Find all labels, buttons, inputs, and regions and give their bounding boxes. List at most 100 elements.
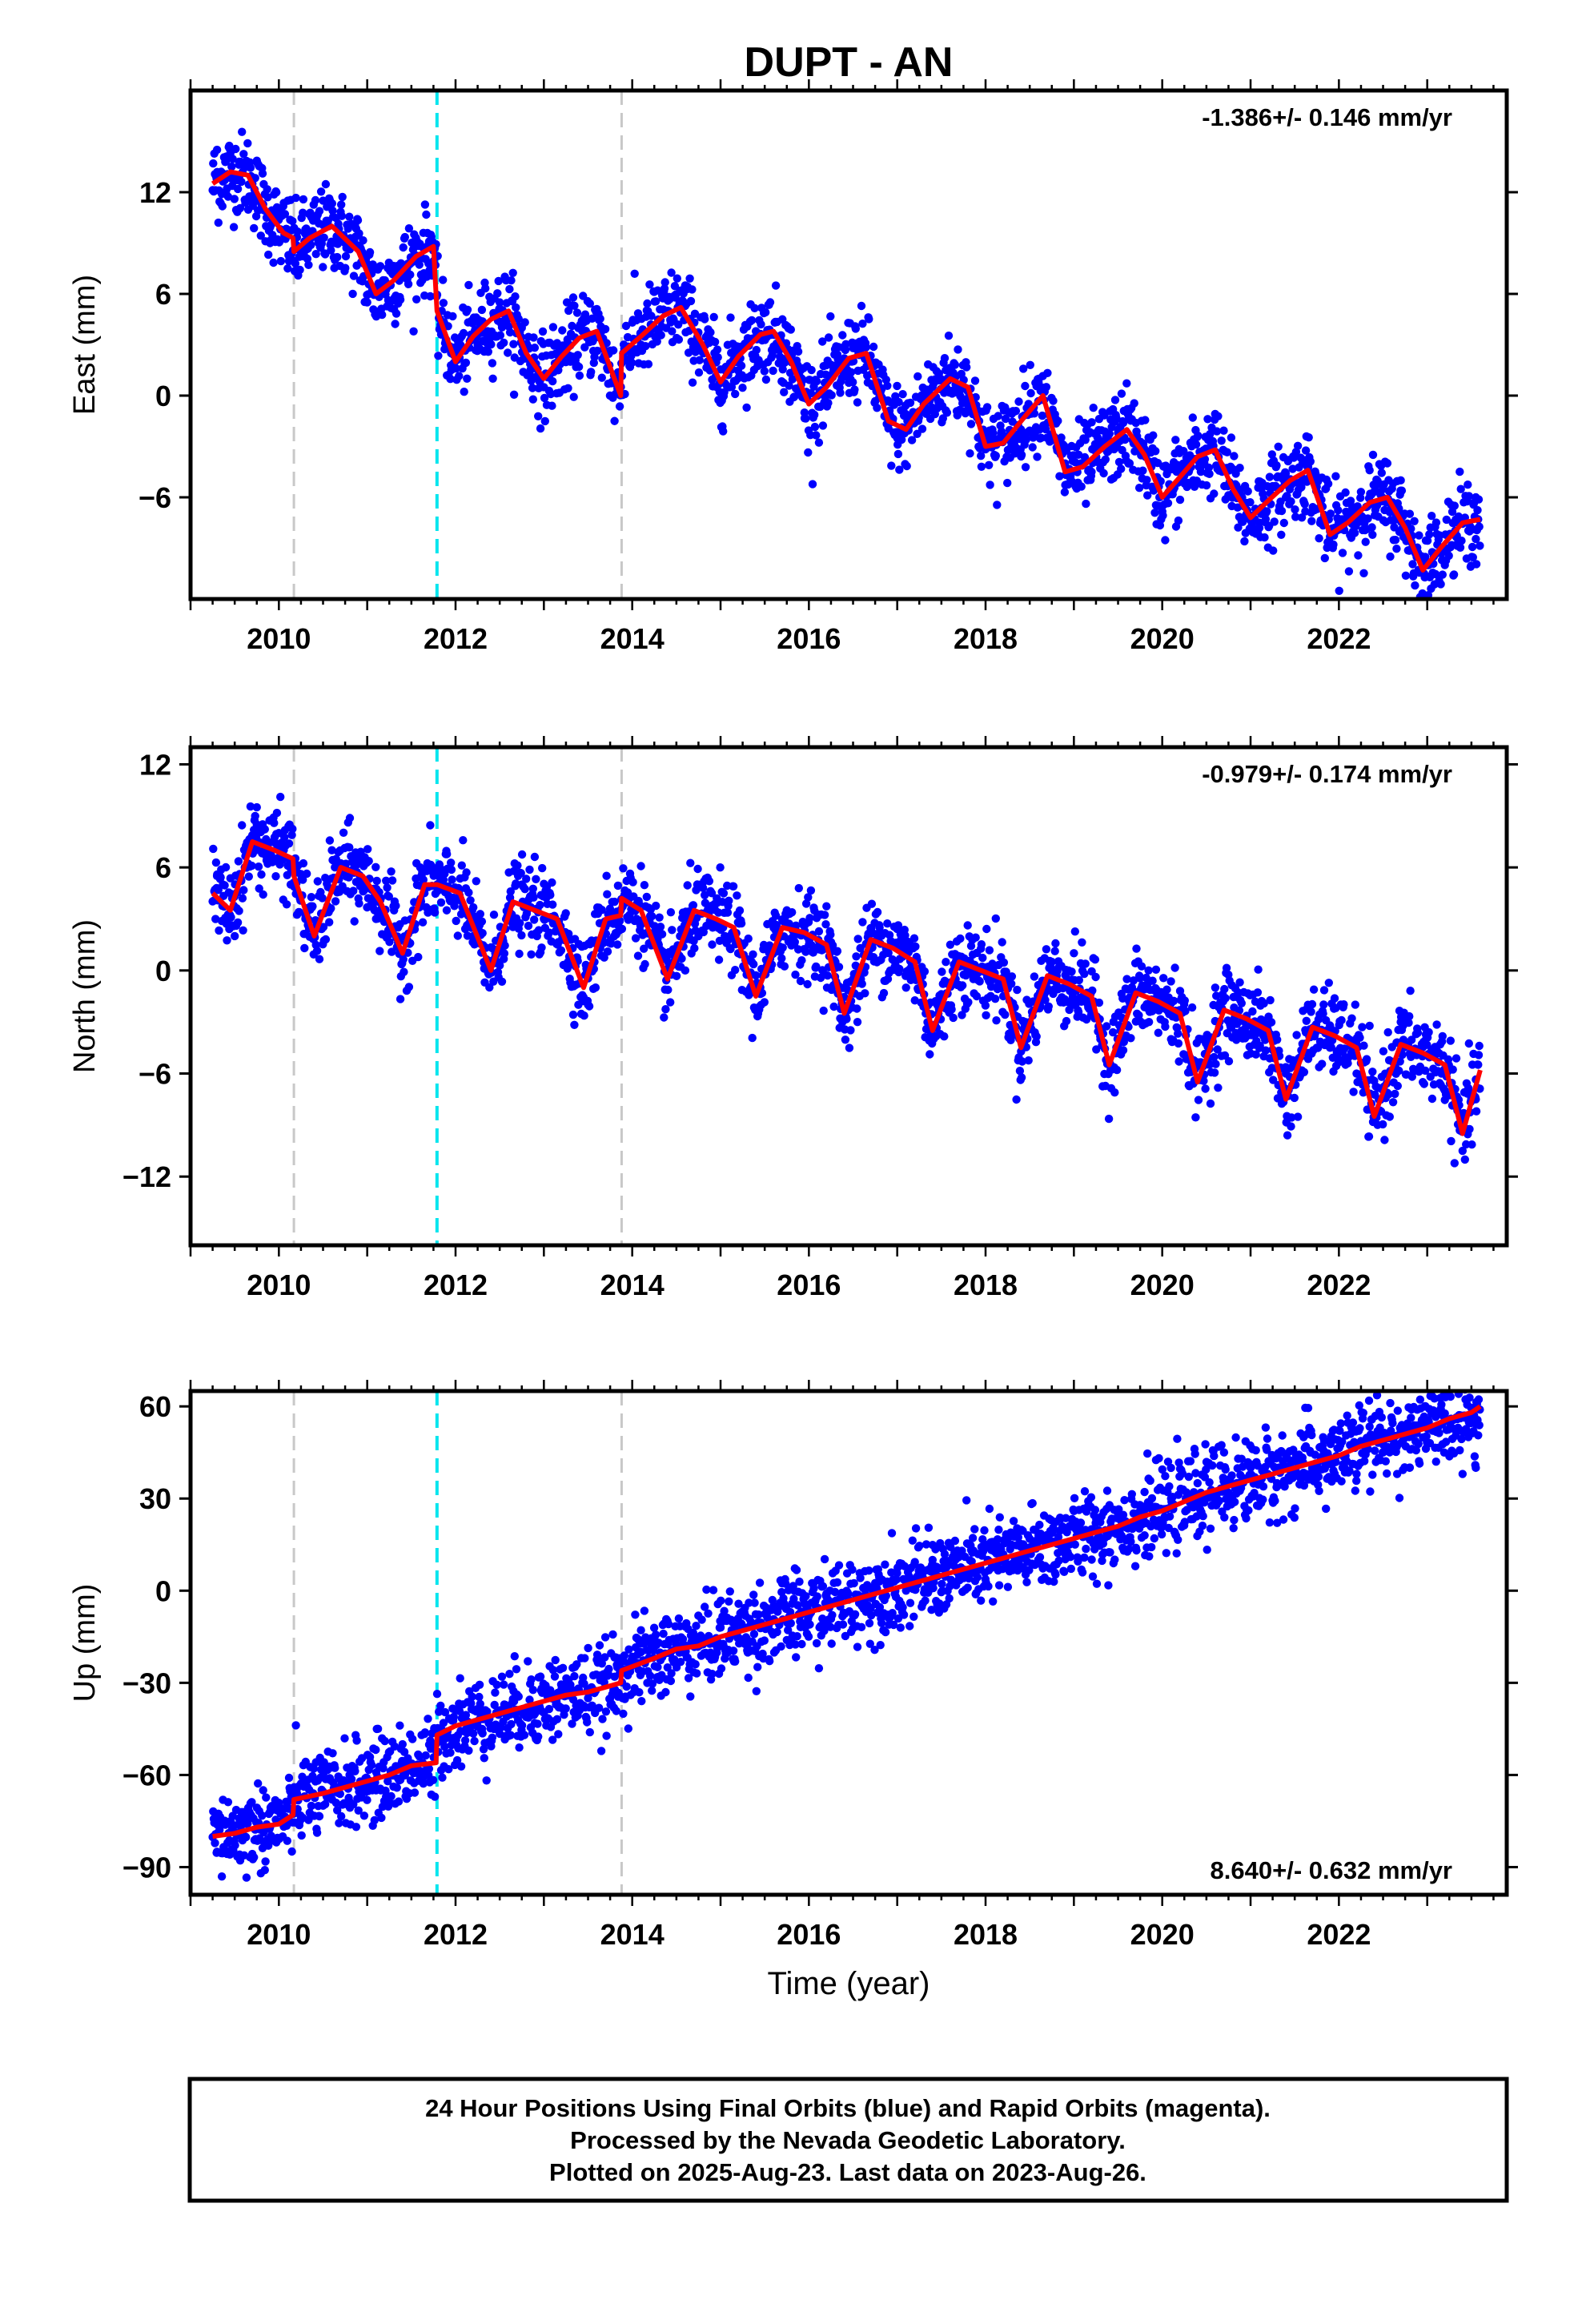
data-point: [761, 375, 771, 384]
data-point: [532, 875, 540, 884]
model-fit-line: [211, 169, 1481, 573]
data-point: [793, 347, 803, 356]
data-point: [1210, 489, 1219, 498]
data-point: [1395, 1066, 1403, 1076]
data-point: [1041, 995, 1050, 1005]
data-point: [440, 1742, 449, 1751]
data-point: [615, 402, 624, 411]
data-point: [1101, 455, 1110, 464]
data-point: [1081, 959, 1090, 968]
data-point: [1117, 464, 1126, 473]
data-point: [845, 1043, 854, 1052]
data-point: [540, 416, 549, 426]
data-point: [1431, 569, 1440, 579]
data-point: [672, 971, 681, 981]
x-tick-label: 2010: [247, 622, 311, 655]
data-point: [954, 345, 962, 354]
data-point: [1070, 927, 1080, 936]
data-point: [910, 996, 919, 1005]
data-point: [1240, 537, 1249, 546]
data-point: [1334, 1058, 1343, 1067]
data-point: [1468, 542, 1477, 552]
data-point: [806, 886, 816, 895]
data-point: [893, 433, 901, 443]
data-point: [1161, 1022, 1170, 1031]
data-point: [805, 914, 814, 923]
data-point: [391, 901, 400, 911]
data-point: [1175, 495, 1185, 505]
data-point: [585, 299, 594, 308]
data-point: [607, 939, 616, 948]
data-point: [242, 1873, 251, 1882]
data-point: [1102, 1022, 1111, 1031]
data-point: [737, 361, 746, 370]
data-point: [1074, 450, 1083, 459]
data-point: [1449, 518, 1458, 527]
data-point: [1423, 537, 1432, 545]
data-point: [1187, 1003, 1197, 1012]
data-point: [1436, 603, 1444, 611]
data-point: [875, 923, 884, 932]
data-point: [833, 947, 842, 955]
data-point: [463, 305, 472, 314]
data-point: [1379, 1120, 1387, 1129]
data-point: [1230, 452, 1239, 460]
data-point: [1309, 985, 1319, 994]
data-point: [1331, 472, 1340, 480]
data-point: [681, 966, 690, 975]
data-point: [1287, 1113, 1296, 1122]
data-point: [1290, 1093, 1299, 1103]
data-point: [714, 955, 724, 964]
x-tick-label: 2016: [777, 1269, 841, 1301]
data-point: [1411, 581, 1419, 590]
data-point: [719, 889, 729, 898]
data-point: [760, 367, 769, 376]
data-point: [1464, 1084, 1473, 1093]
data-point: [1233, 503, 1243, 512]
data-point: [1438, 1031, 1447, 1041]
data-point: [640, 959, 649, 969]
data-point: [826, 312, 835, 321]
data-point: [1384, 1090, 1393, 1099]
data-point: [820, 911, 829, 919]
data-point: [990, 995, 1000, 1003]
data-point: [879, 988, 889, 998]
data-point: [1254, 965, 1263, 974]
data-point: [1055, 472, 1064, 480]
data-point: [1204, 463, 1214, 472]
data-point: [419, 875, 428, 884]
data-point: [227, 162, 236, 171]
data-point: [1235, 464, 1244, 472]
data-point: [592, 346, 602, 356]
data-point: [1174, 1029, 1182, 1038]
data-point: [908, 969, 917, 979]
data-point: [459, 328, 468, 338]
data-point: [937, 375, 946, 384]
data-point: [1050, 947, 1059, 955]
data-point: [660, 284, 669, 293]
data-point: [325, 836, 335, 845]
data-point: [478, 929, 487, 938]
data-point: [459, 836, 468, 845]
data-point: [1171, 436, 1180, 444]
data-point: [718, 898, 727, 907]
data-point: [1283, 1131, 1292, 1140]
data-point: [260, 1866, 269, 1875]
data-point: [391, 320, 400, 328]
data-point: [311, 195, 320, 205]
data-point: [340, 1734, 349, 1743]
data-point: [737, 919, 746, 928]
data-point: [1464, 492, 1474, 501]
data-point: [349, 887, 358, 895]
data-point: [769, 366, 777, 376]
data-point: [211, 1839, 219, 1848]
data-point: [895, 465, 904, 474]
data-point: [573, 351, 582, 360]
data-point: [584, 1000, 592, 1009]
data-point: [602, 871, 611, 880]
data-point: [1287, 1122, 1295, 1131]
data-point: [1468, 553, 1478, 562]
data-point: [1338, 549, 1347, 557]
data-point: [949, 1013, 958, 1023]
data-point: [962, 363, 971, 372]
